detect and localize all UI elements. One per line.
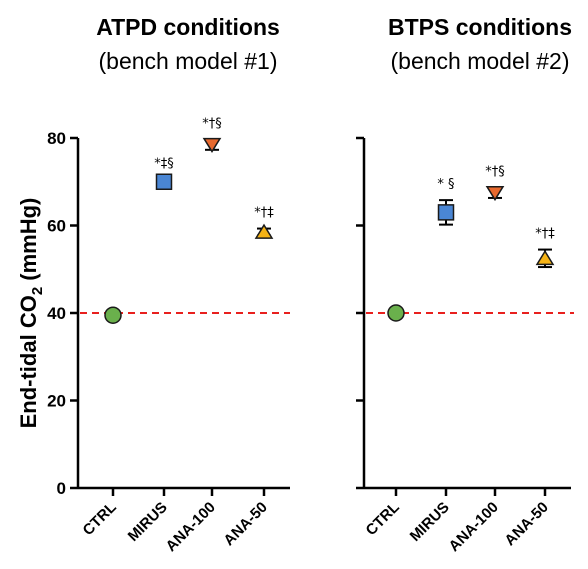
btps-x-tick-label: ANA-100 bbox=[446, 499, 502, 555]
btps-point-ctrl bbox=[387, 304, 405, 322]
btps-subtitle: (bench model #2) bbox=[391, 48, 570, 74]
btps-point-mirus bbox=[437, 204, 455, 221]
atpd-point-mirus bbox=[155, 173, 173, 190]
y-axis-label-pre: End-tidal CO bbox=[16, 295, 41, 428]
y-axis-label-post: (mmHg) bbox=[16, 198, 41, 287]
panel-atpd: ATPD conditions (bench model #1) 0 20 40 60 80… bbox=[47, 14, 290, 555]
btps-significance-label: *†‡ bbox=[535, 227, 555, 242]
y-axis-label: End-tidal CO2 (mmHg) bbox=[16, 198, 46, 429]
atpd-x-tick-label: ANA-100 bbox=[163, 499, 219, 555]
atpd-significance-label: *†§ bbox=[202, 116, 222, 131]
btps-point-ana-50 bbox=[535, 249, 555, 266]
btps-x-tick-label: CTRL bbox=[363, 499, 403, 539]
atpd-significance-label: *†‡ bbox=[254, 206, 274, 221]
atpd-y-tick-label: 20 bbox=[47, 392, 66, 411]
panel-btps: BTPS conditions (bench model #2) CTRL MIRUS… bbox=[356, 14, 574, 555]
btps-title: BTPS conditions bbox=[388, 14, 572, 40]
btps-significance-label: * § bbox=[437, 177, 454, 192]
btps-point-ana-100 bbox=[485, 185, 505, 202]
atpd-point-ana-100 bbox=[202, 137, 222, 153]
atpd-y-tick-label: 80 bbox=[47, 129, 66, 148]
atpd-subtitle: (bench model #1) bbox=[99, 48, 278, 74]
atpd-x-tick-label: CTRL bbox=[80, 499, 120, 539]
atpd-point-ctrl bbox=[104, 306, 122, 324]
atpd-y-tick-label: 60 bbox=[47, 217, 66, 236]
atpd-y-tick-label: 0 bbox=[57, 479, 66, 498]
btps-x-tick-label: ANA-50 bbox=[501, 499, 551, 549]
atpd-x-tick-label: ANA-50 bbox=[220, 499, 270, 549]
atpd-y-tick-label: 40 bbox=[47, 304, 66, 323]
atpd-significance-label: *‡§ bbox=[154, 157, 174, 172]
atpd-title: ATPD conditions bbox=[96, 14, 280, 40]
y-axis-label-sub: 2 bbox=[29, 287, 46, 295]
btps-x-tick-label: MIRUS bbox=[407, 499, 453, 545]
atpd-x-tick-label: MIRUS bbox=[125, 499, 171, 545]
atpd-point-ana-50 bbox=[254, 223, 274, 239]
btps-significance-label: *†§ bbox=[485, 164, 505, 179]
